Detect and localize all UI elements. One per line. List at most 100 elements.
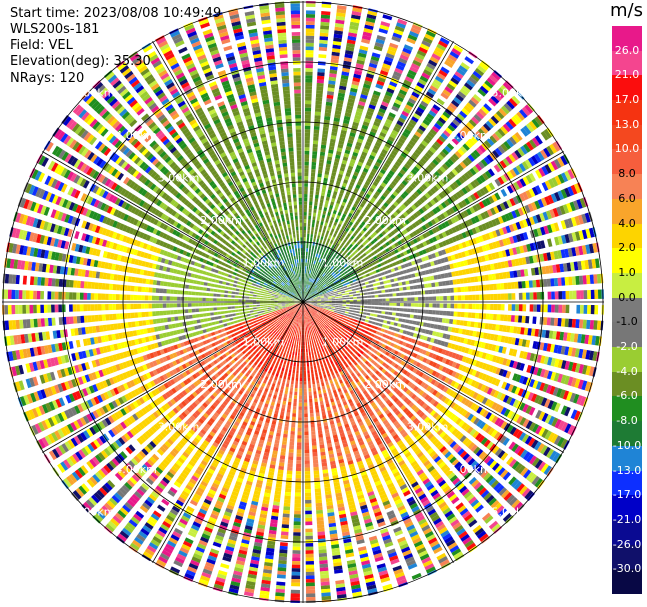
velocity-gate xyxy=(400,193,407,200)
velocity-gate xyxy=(315,405,319,410)
velocity-gate xyxy=(388,206,394,212)
velocity-gate xyxy=(410,27,421,35)
velocity-gate xyxy=(321,348,325,353)
velocity-gate xyxy=(424,222,431,229)
velocity-gate xyxy=(534,135,543,145)
velocity-gate xyxy=(319,271,323,275)
velocity-gate xyxy=(306,10,316,15)
velocity-gate xyxy=(333,258,337,263)
velocity-gate xyxy=(347,139,354,144)
velocity-gate xyxy=(327,156,333,161)
velocity-gate xyxy=(438,180,445,188)
velocity-gate xyxy=(484,274,489,281)
velocity-gate xyxy=(371,298,375,302)
velocity-gate xyxy=(334,293,339,295)
velocity-gate xyxy=(307,233,310,238)
velocity-gate xyxy=(303,334,305,338)
velocity-gate xyxy=(320,195,325,200)
velocity-gate xyxy=(344,311,349,314)
velocity-gate xyxy=(369,257,375,262)
velocity-gate xyxy=(327,152,333,158)
velocity-gate xyxy=(306,237,310,242)
velocity-gate xyxy=(304,179,309,184)
velocity-gate xyxy=(390,250,396,256)
velocity-gate xyxy=(337,280,342,284)
velocity-gate xyxy=(304,485,311,490)
velocity-gate xyxy=(303,208,307,213)
velocity-gate xyxy=(326,246,331,251)
velocity-gate xyxy=(320,303,325,305)
velocity-gate xyxy=(307,341,310,345)
velocity-gate xyxy=(304,183,308,187)
velocity-gate xyxy=(499,160,507,169)
velocity-gate xyxy=(350,193,356,199)
velocity-gate xyxy=(375,200,382,207)
velocity-gate xyxy=(435,310,440,315)
velocity-gate xyxy=(366,13,377,20)
velocity-gate xyxy=(500,304,505,311)
velocity-gate xyxy=(363,27,373,34)
velocity-gate xyxy=(365,244,370,250)
velocity-gate xyxy=(461,85,471,94)
velocity-gate xyxy=(317,531,326,536)
velocity-gate xyxy=(333,310,338,313)
velocity-gate xyxy=(387,252,393,257)
velocity-gate xyxy=(459,88,469,97)
velocity-gate xyxy=(364,180,371,186)
velocity-gate xyxy=(398,137,406,144)
velocity-gate xyxy=(310,278,314,283)
velocity-gate xyxy=(367,295,372,298)
velocity-gate xyxy=(384,289,389,293)
velocity-gate xyxy=(396,302,401,307)
velocity-gate xyxy=(403,44,414,51)
velocity-gate xyxy=(331,172,337,177)
velocity-gate xyxy=(389,293,393,297)
velocity-gate xyxy=(436,72,446,81)
velocity-gate xyxy=(486,137,495,146)
velocity-gate xyxy=(320,581,330,586)
velocity-gate xyxy=(409,314,414,319)
velocity-gate xyxy=(356,218,362,223)
velocity-gate xyxy=(508,293,512,300)
velocity-gate xyxy=(363,292,368,295)
velocity-gate xyxy=(300,359,303,364)
velocity-gate xyxy=(337,143,344,149)
velocity-gate xyxy=(305,296,308,300)
velocity-gate xyxy=(316,82,324,87)
velocity-gate xyxy=(445,209,452,216)
velocity-gate xyxy=(314,369,318,373)
velocity-gate xyxy=(307,222,311,227)
velocity-gate xyxy=(340,266,345,270)
velocity-gate xyxy=(315,286,319,290)
velocity-gate xyxy=(340,74,349,80)
velocity-gate xyxy=(304,467,311,472)
velocity-gate xyxy=(421,309,426,314)
velocity-gate xyxy=(305,337,307,342)
velocity-gate xyxy=(396,307,401,312)
velocity-gate xyxy=(304,316,306,320)
velocity-gate xyxy=(321,595,332,601)
velocity-gate xyxy=(450,303,455,309)
velocity-gate xyxy=(305,46,314,51)
velocity-gate xyxy=(425,303,429,308)
velocity-gate xyxy=(459,320,464,326)
velocity-gate xyxy=(412,112,421,120)
velocity-gate xyxy=(349,266,354,271)
velocity-gate xyxy=(400,152,408,159)
velocity-gate xyxy=(396,292,401,297)
velocity-gate xyxy=(358,100,366,107)
velocity-gate xyxy=(423,69,433,77)
velocity-gate xyxy=(322,351,326,356)
velocity-gate xyxy=(365,73,375,79)
velocity-gate xyxy=(449,155,457,164)
velocity-gate xyxy=(322,229,326,234)
velocity-gate xyxy=(304,417,308,421)
velocity-gate xyxy=(388,136,395,143)
velocity-gate xyxy=(351,285,356,289)
velocity-gate xyxy=(312,241,316,246)
velocity-gate xyxy=(334,110,342,115)
velocity-gate xyxy=(514,281,519,289)
velocity-gate xyxy=(343,152,350,158)
velocity-gate xyxy=(327,211,331,217)
velocity-gate xyxy=(390,150,398,157)
